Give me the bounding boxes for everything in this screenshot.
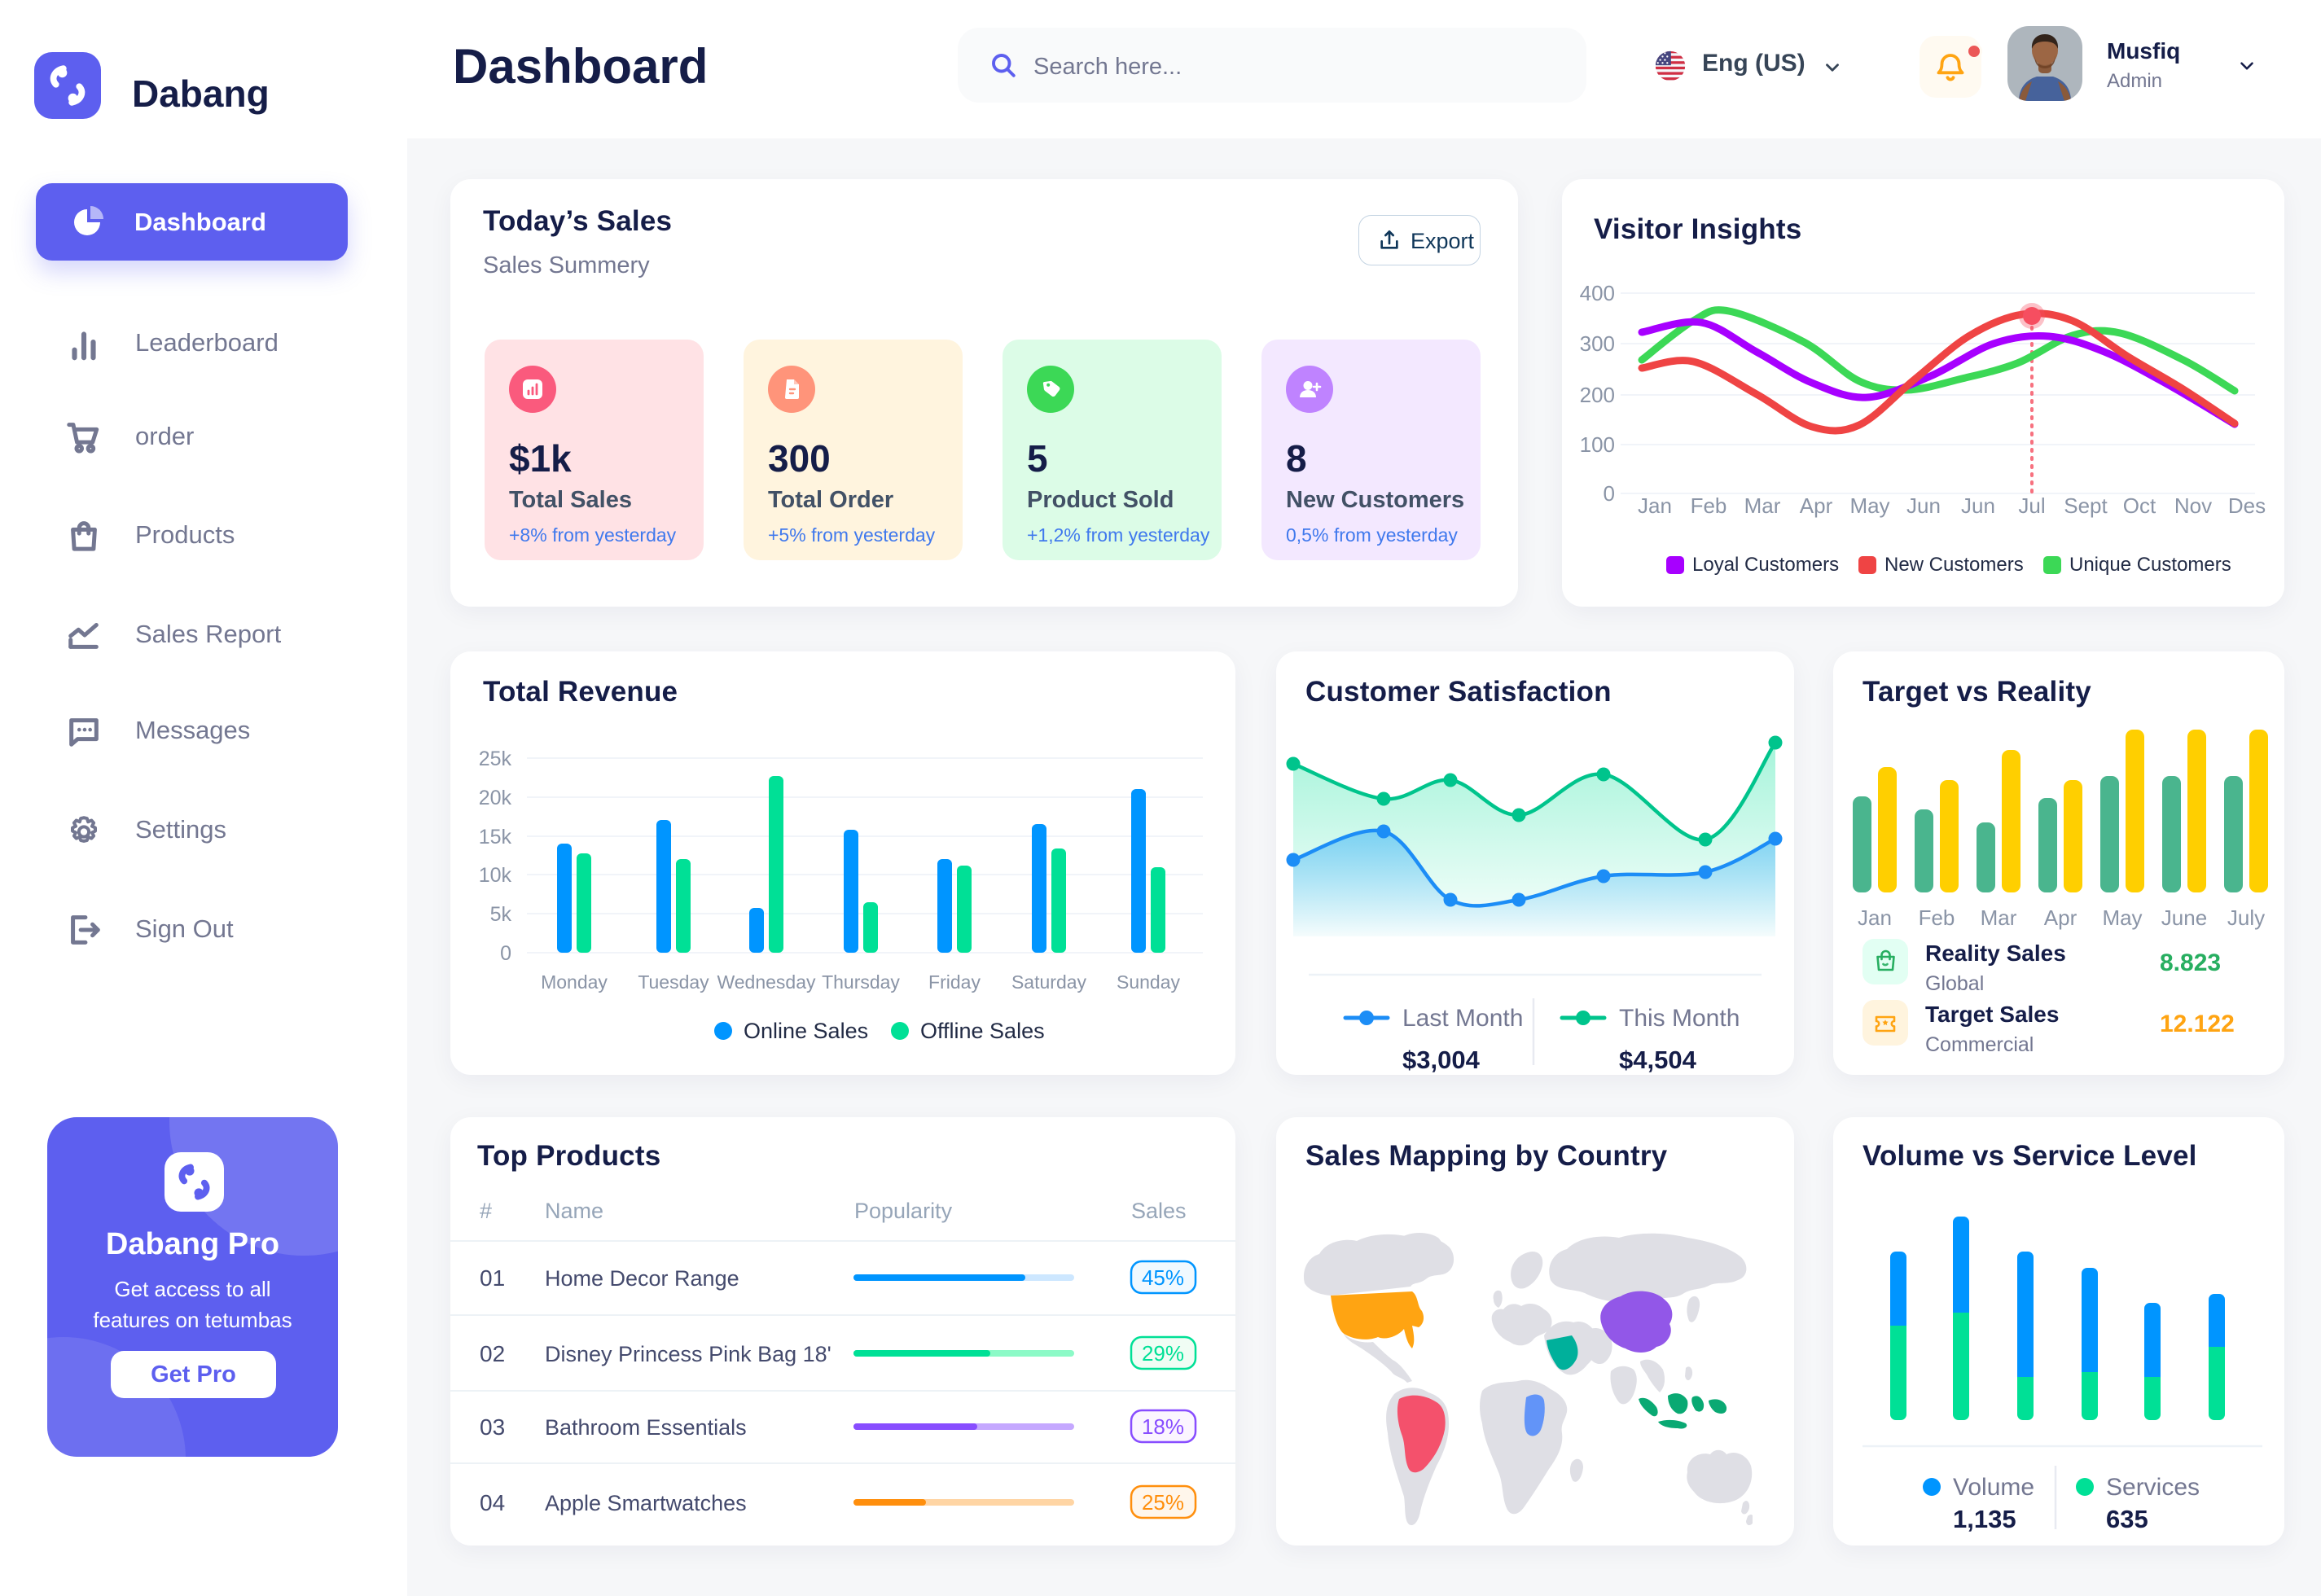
svg-text:20k: 20k xyxy=(479,787,512,809)
svg-text:Jan: Jan xyxy=(1638,493,1672,518)
svg-text:Sept: Sept xyxy=(2064,493,2108,518)
svg-text:Feb: Feb xyxy=(1919,905,1955,930)
svg-text:8.823: 8.823 xyxy=(2160,949,2221,976)
svg-text:29%: 29% xyxy=(1142,1341,1184,1366)
svg-text:#: # xyxy=(480,1199,492,1223)
svg-text:Bathroom Essentials: Bathroom Essentials xyxy=(545,1415,747,1440)
svg-text:Apr: Apr xyxy=(2044,905,2077,930)
svg-text:Oct: Oct xyxy=(2123,493,2156,518)
svg-text:New Customers: New Customers xyxy=(1884,554,2024,576)
svg-text:Feb: Feb xyxy=(1691,493,1727,518)
svg-text:Jun: Jun xyxy=(1961,493,1995,518)
svg-text:03: 03 xyxy=(480,1414,505,1440)
svg-text:100: 100 xyxy=(1580,432,1615,457)
svg-text:Offline Sales: Offline Sales xyxy=(920,1019,1045,1043)
svg-text:June: June xyxy=(2161,905,2207,930)
svg-text:10k: 10k xyxy=(479,864,512,887)
svg-text:635: 635 xyxy=(2106,1505,2148,1533)
svg-text:45%: 45% xyxy=(1142,1265,1184,1290)
svg-text:Des: Des xyxy=(2228,493,2266,518)
svg-text:15k: 15k xyxy=(479,826,512,848)
svg-text:Wednesday: Wednesday xyxy=(717,971,816,993)
svg-text:18%: 18% xyxy=(1142,1414,1184,1439)
svg-text:$4,504: $4,504 xyxy=(1619,1046,1697,1074)
svg-text:Thursday: Thursday xyxy=(822,971,900,993)
svg-text:Services: Services xyxy=(2106,1474,2200,1501)
svg-text:5k: 5k xyxy=(490,903,512,926)
svg-text:Sunday: Sunday xyxy=(1117,971,1181,993)
svg-text:Jul: Jul xyxy=(2018,493,2045,518)
svg-text:Apr: Apr xyxy=(1800,493,1833,518)
svg-text:Home Decor Range: Home Decor Range xyxy=(545,1266,739,1291)
svg-text:Disney Princess Pink Bag 18': Disney Princess Pink Bag 18' xyxy=(545,1342,831,1366)
svg-text:Sales: Sales xyxy=(1131,1199,1187,1223)
svg-text:25k: 25k xyxy=(479,748,512,770)
svg-text:Jun: Jun xyxy=(1906,493,1941,518)
svg-text:Last Month: Last Month xyxy=(1402,1005,1523,1032)
svg-text:Global: Global xyxy=(1925,972,1984,995)
svg-text:Mar: Mar xyxy=(1981,905,2017,930)
svg-text:Tuesday: Tuesday xyxy=(638,971,709,993)
svg-text:Saturday: Saturday xyxy=(1011,971,1087,993)
svg-text:01: 01 xyxy=(480,1265,505,1291)
svg-text:Commercial: Commercial xyxy=(1925,1033,2034,1056)
svg-text:0: 0 xyxy=(500,942,511,965)
svg-text:Reality Sales: Reality Sales xyxy=(1925,940,2066,966)
svg-text:0: 0 xyxy=(1604,481,1615,506)
svg-text:300: 300 xyxy=(1580,331,1615,356)
svg-text:12.122: 12.122 xyxy=(2160,1011,2235,1037)
svg-text:25%: 25% xyxy=(1142,1490,1184,1515)
svg-text:Nov: Nov xyxy=(2174,493,2212,518)
svg-text:July: July xyxy=(2227,905,2265,930)
svg-text:Popularity: Popularity xyxy=(854,1199,953,1223)
svg-text:May: May xyxy=(2102,905,2142,930)
svg-text:May: May xyxy=(1849,493,1889,518)
svg-text:Online Sales: Online Sales xyxy=(744,1019,868,1043)
svg-text:Friday: Friday xyxy=(928,971,981,993)
svg-text:Target Sales: Target Sales xyxy=(1925,1002,2059,1027)
svg-text:Mar: Mar xyxy=(1744,493,1781,518)
svg-text:$3,004: $3,004 xyxy=(1402,1046,1481,1074)
svg-text:Name: Name xyxy=(545,1199,603,1223)
svg-text:02: 02 xyxy=(480,1341,505,1366)
svg-text:Apple Smartwatches: Apple Smartwatches xyxy=(545,1491,747,1515)
svg-text:Unique Customers: Unique Customers xyxy=(2069,554,2231,576)
svg-text:400: 400 xyxy=(1580,281,1615,305)
svg-text:04: 04 xyxy=(480,1490,505,1515)
svg-text:This Month: This Month xyxy=(1619,1005,1740,1032)
svg-text:Volume: Volume xyxy=(1953,1474,2034,1501)
svg-text:Monday: Monday xyxy=(541,971,608,993)
svg-text:Loyal Customers: Loyal Customers xyxy=(1692,554,1839,576)
svg-text:200: 200 xyxy=(1580,383,1615,407)
svg-text:Jan: Jan xyxy=(1858,905,1892,930)
svg-text:1,135: 1,135 xyxy=(1953,1505,2016,1533)
